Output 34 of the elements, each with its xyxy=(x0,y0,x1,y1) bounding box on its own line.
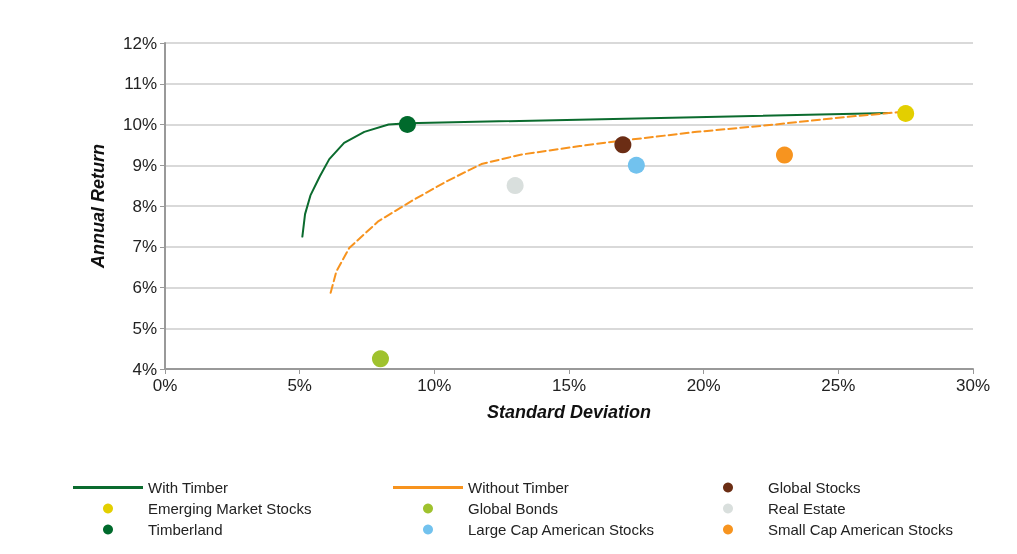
point xyxy=(775,146,793,164)
legend-label: Small Cap American Stocks xyxy=(768,521,954,538)
y-axis-title: Annual Return xyxy=(88,144,108,269)
point xyxy=(627,156,645,174)
y-tick-label: 12% xyxy=(122,33,157,53)
legend-label: With Timber xyxy=(148,479,229,496)
x-tick-label: 10% xyxy=(417,376,452,395)
x-tick-label: 5% xyxy=(287,376,312,395)
x-tick-label: 30% xyxy=(955,376,991,395)
y-tick-label: 4% xyxy=(132,359,157,379)
legend-label: Real Estate xyxy=(768,500,846,517)
x-axis-title: Standard Deviation xyxy=(486,402,652,422)
y-tick-label: 8% xyxy=(132,196,157,216)
legend-label: Global Bonds xyxy=(468,500,559,517)
point xyxy=(371,350,389,368)
y-tick-label: 10% xyxy=(122,115,157,134)
point xyxy=(398,116,416,133)
legend-label: Timberland xyxy=(148,521,223,538)
legend-label: Without Timber xyxy=(468,479,569,496)
legend-label: Large Cap American Stocks xyxy=(468,521,654,538)
x-tick-label: 25% xyxy=(821,376,856,395)
legend-label: Emerging Market Stocks xyxy=(148,500,312,517)
y-tick-label: 11% xyxy=(124,74,157,94)
y-tick-label: 7% xyxy=(132,237,157,257)
x-tick-label: 0% xyxy=(152,376,178,395)
point xyxy=(506,177,524,195)
x-tick-label: 20% xyxy=(686,376,721,395)
point xyxy=(897,105,915,122)
y-tick-label: 6% xyxy=(132,278,157,297)
legend-label: Global Stocks xyxy=(768,479,861,496)
point xyxy=(614,136,632,154)
y-tick-label: 9% xyxy=(132,155,157,175)
y-tick-label: 5% xyxy=(132,318,157,338)
x-tick-label: 15% xyxy=(551,376,587,395)
